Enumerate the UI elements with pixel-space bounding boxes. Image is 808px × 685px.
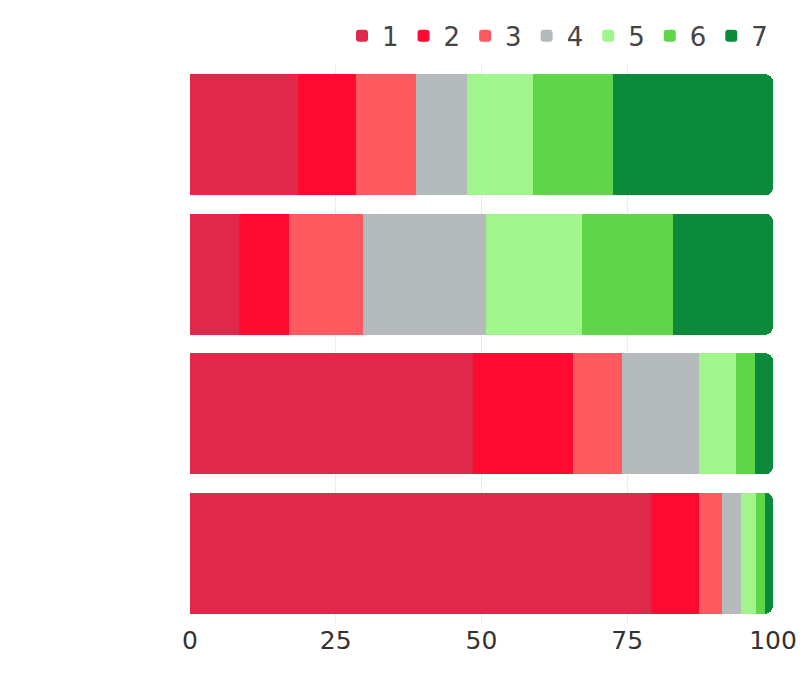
svg-text:6: 6 (690, 22, 707, 52)
svg-text:75: 75 (611, 626, 643, 655)
svg-text:5: 5 (628, 22, 645, 52)
svg-text:3: 3 (505, 22, 522, 52)
svg-text:4: 4 (567, 22, 584, 52)
svg-text:1: 1 (382, 22, 399, 52)
svg-text:0: 0 (182, 626, 198, 655)
svg-text:50: 50 (466, 626, 498, 655)
svg-text:7: 7 (751, 22, 768, 52)
svg-text:2: 2 (444, 22, 461, 52)
svg-text:25: 25 (320, 626, 352, 655)
svg-text:100: 100 (749, 626, 797, 655)
